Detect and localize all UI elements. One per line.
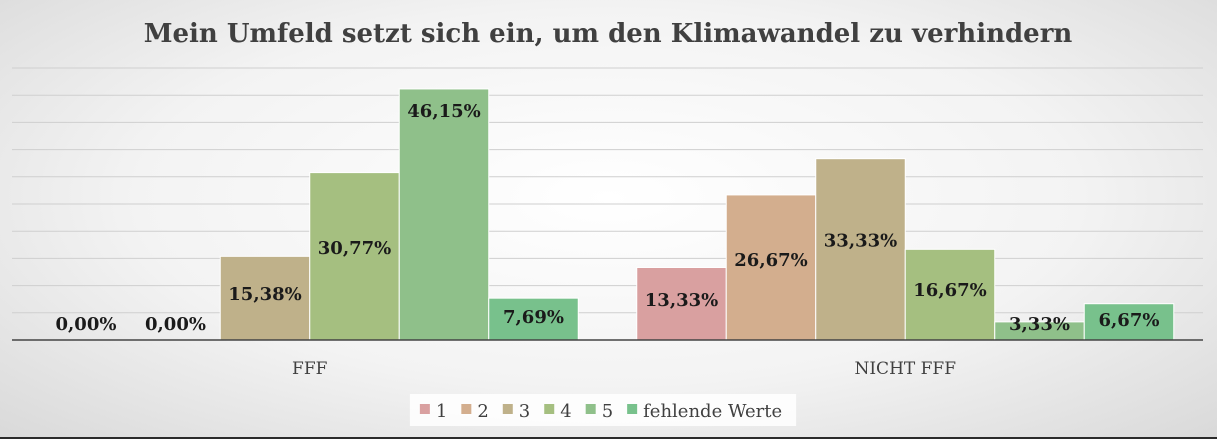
legend-item: 4	[544, 401, 572, 422]
data-label: 33,33%	[824, 230, 897, 251]
legend-swatch	[627, 404, 638, 414]
legend-swatch	[419, 404, 430, 414]
legend-swatch	[544, 404, 555, 414]
bar-5-fff	[398, 88, 490, 341]
legend-swatch	[502, 404, 513, 414]
legend-background	[409, 394, 797, 426]
chart-title: Mein Umfeld setzt sich ein, um den Klima…	[144, 19, 1073, 49]
bottom-border	[0, 437, 1217, 439]
grid-lines	[12, 67, 1203, 314]
data-label: 3,33%	[1009, 314, 1070, 335]
data-label: 30,77%	[318, 238, 391, 259]
data-label: 16,67%	[913, 280, 986, 301]
data-label: 26,67%	[734, 250, 807, 271]
bar-6-fff	[488, 297, 579, 341]
legend-item: fehlende Werte	[627, 401, 782, 422]
legend-label: 4	[560, 401, 571, 422]
x-tick-label: NICHT FFF	[854, 359, 956, 379]
data-label: 0,00%	[56, 314, 117, 335]
x-tick-label: FFF	[292, 359, 328, 379]
legend-label: fehlende Werte	[643, 401, 782, 422]
legend: 1 2 3 4 5 fehlende Werte	[409, 394, 797, 426]
legend-label: 1	[436, 401, 447, 422]
legend-item: 5	[585, 401, 613, 422]
bar-2-nicht-fff	[725, 194, 817, 341]
data-label: 13,33%	[645, 290, 718, 311]
legend-swatch	[585, 404, 596, 414]
data-label: 6,67%	[1099, 310, 1160, 331]
legend-label: 3	[519, 401, 530, 422]
data-labels: 0,00% 0,00% 15,38% 30,77% 46,15% 7,69% 13,33% 2…	[56, 101, 1160, 335]
bar-4-fff	[309, 172, 400, 341]
bar-3-nicht-fff	[815, 158, 906, 341]
legend-item: 2	[461, 401, 489, 422]
data-label: 0,00%	[145, 314, 206, 335]
data-label: 15,38%	[228, 284, 301, 305]
bar-4-nicht-fff	[904, 248, 996, 341]
legend-item: 3	[502, 401, 530, 422]
data-label: 46,15%	[407, 101, 480, 122]
data-label: 7,69%	[503, 307, 564, 328]
bar-1-nicht-fff	[636, 266, 727, 341]
legend-item: 1	[419, 401, 447, 422]
x-axis-labels: FFF NICHT FFF	[292, 359, 956, 379]
bar-6-nicht-fff	[1083, 303, 1175, 341]
legend-label: 5	[602, 401, 613, 422]
legend-label: 2	[477, 401, 488, 422]
legend-swatch	[461, 404, 472, 414]
